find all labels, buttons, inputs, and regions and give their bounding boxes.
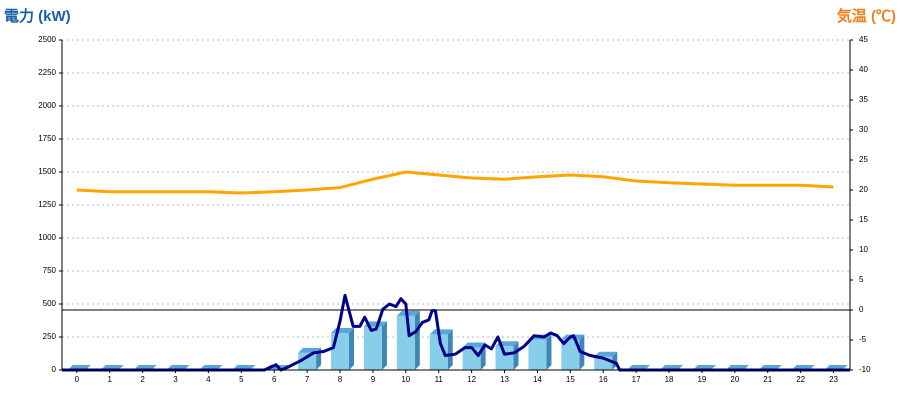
x-tick-label: 17 — [632, 375, 641, 384]
x-tick-label: 20 — [730, 375, 739, 384]
y2-tick-label: 35 — [859, 95, 868, 104]
y2-tick-label: 40 — [859, 65, 868, 74]
x-tick-label: 10 — [401, 375, 410, 384]
x-tick-label: 21 — [763, 375, 772, 384]
x-tick-label: 23 — [829, 375, 838, 384]
bar — [561, 334, 585, 370]
y-tick-label: 1750 — [38, 134, 56, 143]
y2-tick-label: 20 — [859, 185, 868, 194]
y2-tick-label: 25 — [859, 155, 868, 164]
x-tick-label: 18 — [665, 375, 674, 384]
y2-tick-label: 0 — [859, 305, 864, 314]
y-tick-label: 250 — [43, 332, 57, 341]
x-tick-label: 15 — [566, 375, 575, 384]
y-tick-label: 500 — [43, 299, 57, 308]
x-tick-label: 11 — [435, 375, 444, 384]
x-tick-label: 3 — [173, 375, 178, 384]
y-tick-label: 2500 — [38, 35, 56, 44]
y2-axis-title: 気温 (℃) — [837, 7, 896, 25]
y-tick-label: 1000 — [38, 233, 56, 242]
y2-tick-label: 30 — [859, 125, 868, 134]
bar — [331, 328, 355, 370]
x-tick-label: 2 — [140, 375, 145, 384]
y2-tick-label: -10 — [859, 365, 871, 374]
y2-tick-label: 5 — [859, 275, 864, 284]
x-tick-label: 14 — [533, 375, 542, 384]
x-tick-label: 8 — [338, 375, 343, 384]
y-tick-label: 0 — [52, 365, 57, 374]
x-tick-label: 7 — [305, 375, 310, 384]
bar — [363, 321, 387, 370]
x-tick-label: 19 — [697, 375, 706, 384]
x-tick-label: 9 — [371, 375, 376, 384]
x-tick-label: 0 — [75, 375, 80, 384]
line — [62, 293, 850, 372]
bar — [594, 351, 618, 370]
x-tick-label: 4 — [206, 375, 211, 384]
x-tick-label: 22 — [796, 375, 805, 384]
y-tick-label: 2250 — [38, 68, 56, 77]
bar — [396, 310, 420, 370]
y-axis-title: 電力 (kW) — [4, 7, 71, 25]
y-tick-label: 2000 — [38, 101, 56, 110]
x-tick-label: 1 — [107, 375, 112, 384]
x-tick-label: 5 — [239, 375, 244, 384]
y2-tick-label: 45 — [859, 35, 868, 44]
y-tick-label: 1250 — [38, 200, 56, 209]
y2-tick-label: 15 — [859, 215, 868, 224]
bar — [495, 341, 519, 370]
bar — [429, 329, 453, 370]
y2-tick-label: -5 — [859, 335, 867, 344]
y2-tick-label: 10 — [859, 245, 868, 254]
x-tick-label: 6 — [272, 375, 277, 384]
y-tick-label: 1500 — [38, 167, 56, 176]
x-tick-label: 13 — [500, 375, 509, 384]
line — [76, 170, 834, 195]
y-tick-label: 750 — [43, 266, 57, 275]
x-tick-label: 16 — [599, 375, 608, 384]
x-tick-label: 12 — [467, 375, 476, 384]
